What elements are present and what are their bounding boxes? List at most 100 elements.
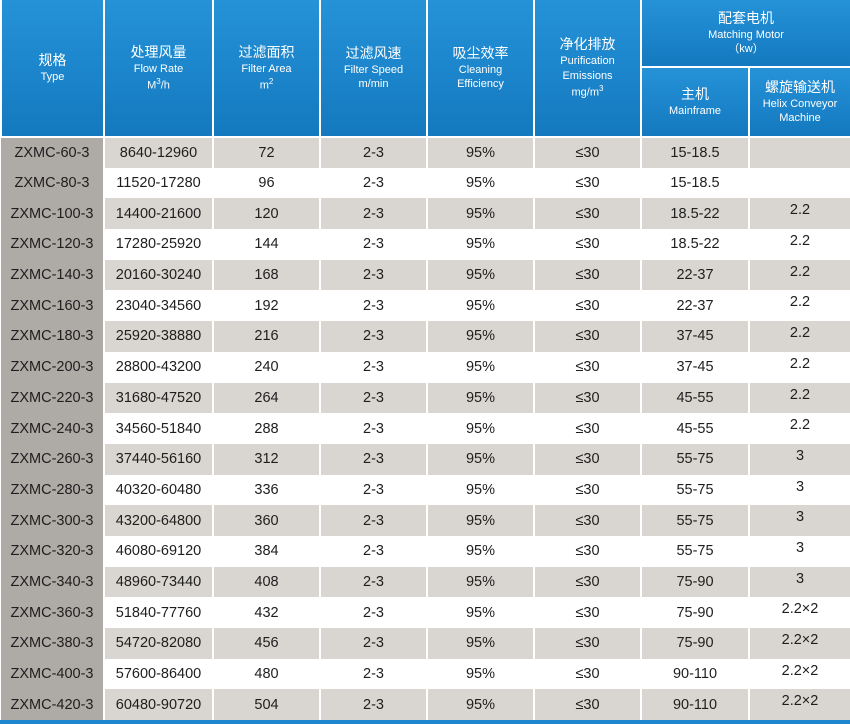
table-cell: 312 (213, 443, 321, 475)
header-en: Emissions (562, 70, 613, 83)
model-cell: ZXMC-340-3 (1, 566, 105, 598)
table-cell: 2-3 (320, 689, 428, 721)
table-cell: 3 (749, 474, 850, 506)
table-cell: 95% (427, 351, 535, 383)
table-cell: 90-110 (641, 658, 750, 690)
unit-text: mg/m (571, 86, 600, 99)
model-cell: ZXMC-160-3 (1, 290, 105, 322)
table-cell: 37440-56160 (104, 443, 214, 475)
table-cell: 408 (213, 566, 321, 598)
table-cell: 2.2 (749, 198, 850, 230)
header-cell: 规格 Type (0, 0, 105, 138)
table-cell: 144 (213, 229, 321, 260)
table-cell: 37-45 (641, 351, 750, 383)
table-cell: 216 (213, 321, 321, 352)
model-cell: ZXMC-320-3 (1, 535, 105, 567)
table-cell: 288 (213, 413, 321, 444)
table-row: ZXMC-400-3 57600-86400 480 2-3 95% ≤30 90-110 2… (1, 658, 850, 690)
unit-text: M (147, 79, 157, 92)
table-cell: 2.2×2 (749, 658, 850, 690)
table-cell: 95% (427, 474, 535, 506)
table-cell: ≤30 (534, 382, 642, 414)
table-cell: 22-37 (641, 259, 750, 291)
header-cell: 配套电机 Matching Motor （kw） (640, 0, 850, 68)
table-row: ZXMC-420-3 60480-90720 504 2-3 95% ≤30 90-110 2… (1, 689, 850, 721)
table-cell: 480 (213, 658, 321, 690)
table-cell: ≤30 (534, 443, 642, 475)
table-cell: 51840-77760 (104, 597, 214, 628)
table-cell: 2.2×2 (749, 597, 850, 628)
table-cell: ≤30 (534, 628, 642, 659)
table-cell: ≤30 (534, 259, 642, 291)
table-cell: 45-55 (641, 413, 750, 444)
table-cell: 2-3 (320, 290, 428, 322)
header-en: Efficiency (457, 78, 504, 91)
table-cell: 2-3 (320, 351, 428, 383)
table-cell: 2.2 (749, 413, 850, 444)
table-cell: ≤30 (534, 535, 642, 567)
table-row: ZXMC-60-3 8640-12960 72 2-3 95% ≤30 15-18.5 (1, 137, 850, 168)
header-unit: M3/h (105, 77, 212, 94)
table-cell: 25920-38880 (104, 321, 214, 352)
table-row: ZXMC-360-3 51840-77760 432 2-3 95% ≤30 75-90 2.… (1, 597, 850, 628)
table-cell: 96 (213, 167, 321, 199)
table-cell: 95% (427, 137, 535, 168)
header-en: Filter Area (241, 62, 292, 75)
table-cell: 120 (213, 198, 321, 230)
table-cell: 95% (427, 658, 535, 690)
table-cell: 336 (213, 474, 321, 506)
header-cell: 处理风量 Flow Rate M3/h (103, 0, 214, 138)
table-cell: 2-3 (320, 443, 428, 475)
table-cell: 45-55 (641, 382, 750, 414)
header-unit: m2 (214, 77, 319, 94)
table-cell: 95% (427, 505, 535, 536)
table-cell: 18.5-22 (641, 229, 750, 260)
unit-sup: 2 (268, 76, 274, 86)
table-cell: ≤30 (534, 321, 642, 352)
header-en: Mainframe (669, 105, 721, 118)
table-cell: ≤30 (534, 566, 642, 598)
table-row: ZXMC-180-3 25920-38880 216 2-3 95% ≤30 37-45 2.… (1, 321, 850, 352)
table-row: ZXMC-320-3 46080-69120 384 2-3 95% ≤30 55-75 3 (1, 535, 850, 567)
table-cell: 3 (749, 566, 850, 598)
model-cell: ZXMC-220-3 (1, 382, 105, 414)
header-en: Filter Speed (343, 63, 404, 76)
table-cell: 22-37 (641, 290, 750, 322)
table-cell (749, 167, 850, 199)
model-cell: ZXMC-260-3 (1, 443, 105, 475)
table-cell (749, 137, 850, 168)
table-cell: ≤30 (534, 351, 642, 383)
table-cell: 40320-60480 (104, 474, 214, 506)
table-cell: 75-90 (641, 597, 750, 628)
table-cell: 432 (213, 597, 321, 628)
table-cell: 20160-30240 (104, 259, 214, 291)
table-cell: 2.2 (749, 259, 850, 291)
table-cell: 34560-51840 (104, 413, 214, 444)
header-en: Cleaning (458, 63, 503, 76)
table-row: ZXMC-280-3 40320-60480 336 2-3 95% ≤30 55-75 3 (1, 474, 850, 506)
table-cell: 72 (213, 137, 321, 168)
table-cell: 2-3 (320, 382, 428, 414)
model-cell: ZXMC-280-3 (1, 474, 105, 506)
table-cell: 2-3 (320, 137, 428, 168)
table-row: ZXMC-80-3 11520-17280 96 2-3 95% ≤30 15-18.5 (1, 167, 850, 199)
table-cell: 95% (427, 628, 535, 659)
header-zh: 过滤风速 (345, 44, 402, 61)
table-cell: 264 (213, 382, 321, 414)
table-cell: ≤30 (534, 290, 642, 322)
table-row: ZXMC-380-3 54720-82080 456 2-3 95% ≤30 75-90 2.… (1, 628, 850, 659)
table-cell: 75-90 (641, 628, 750, 659)
header-en: Flow Rate (133, 62, 184, 75)
table-cell: 8640-12960 (104, 137, 214, 168)
header-cell: 主机 Mainframe (640, 67, 750, 138)
table-cell: 15-18.5 (641, 167, 750, 199)
model-cell: ZXMC-420-3 (1, 689, 105, 721)
header-zh: 过滤面积 (238, 43, 295, 60)
table-row: ZXMC-100-3 14400-21600 120 2-3 95% ≤30 18.5-22… (1, 198, 850, 230)
table-cell: ≤30 (534, 597, 642, 628)
table-cell: 2-3 (320, 535, 428, 567)
table-cell: 95% (427, 229, 535, 260)
header-cell: 过滤风速 Filter Speed m/min (319, 0, 428, 138)
